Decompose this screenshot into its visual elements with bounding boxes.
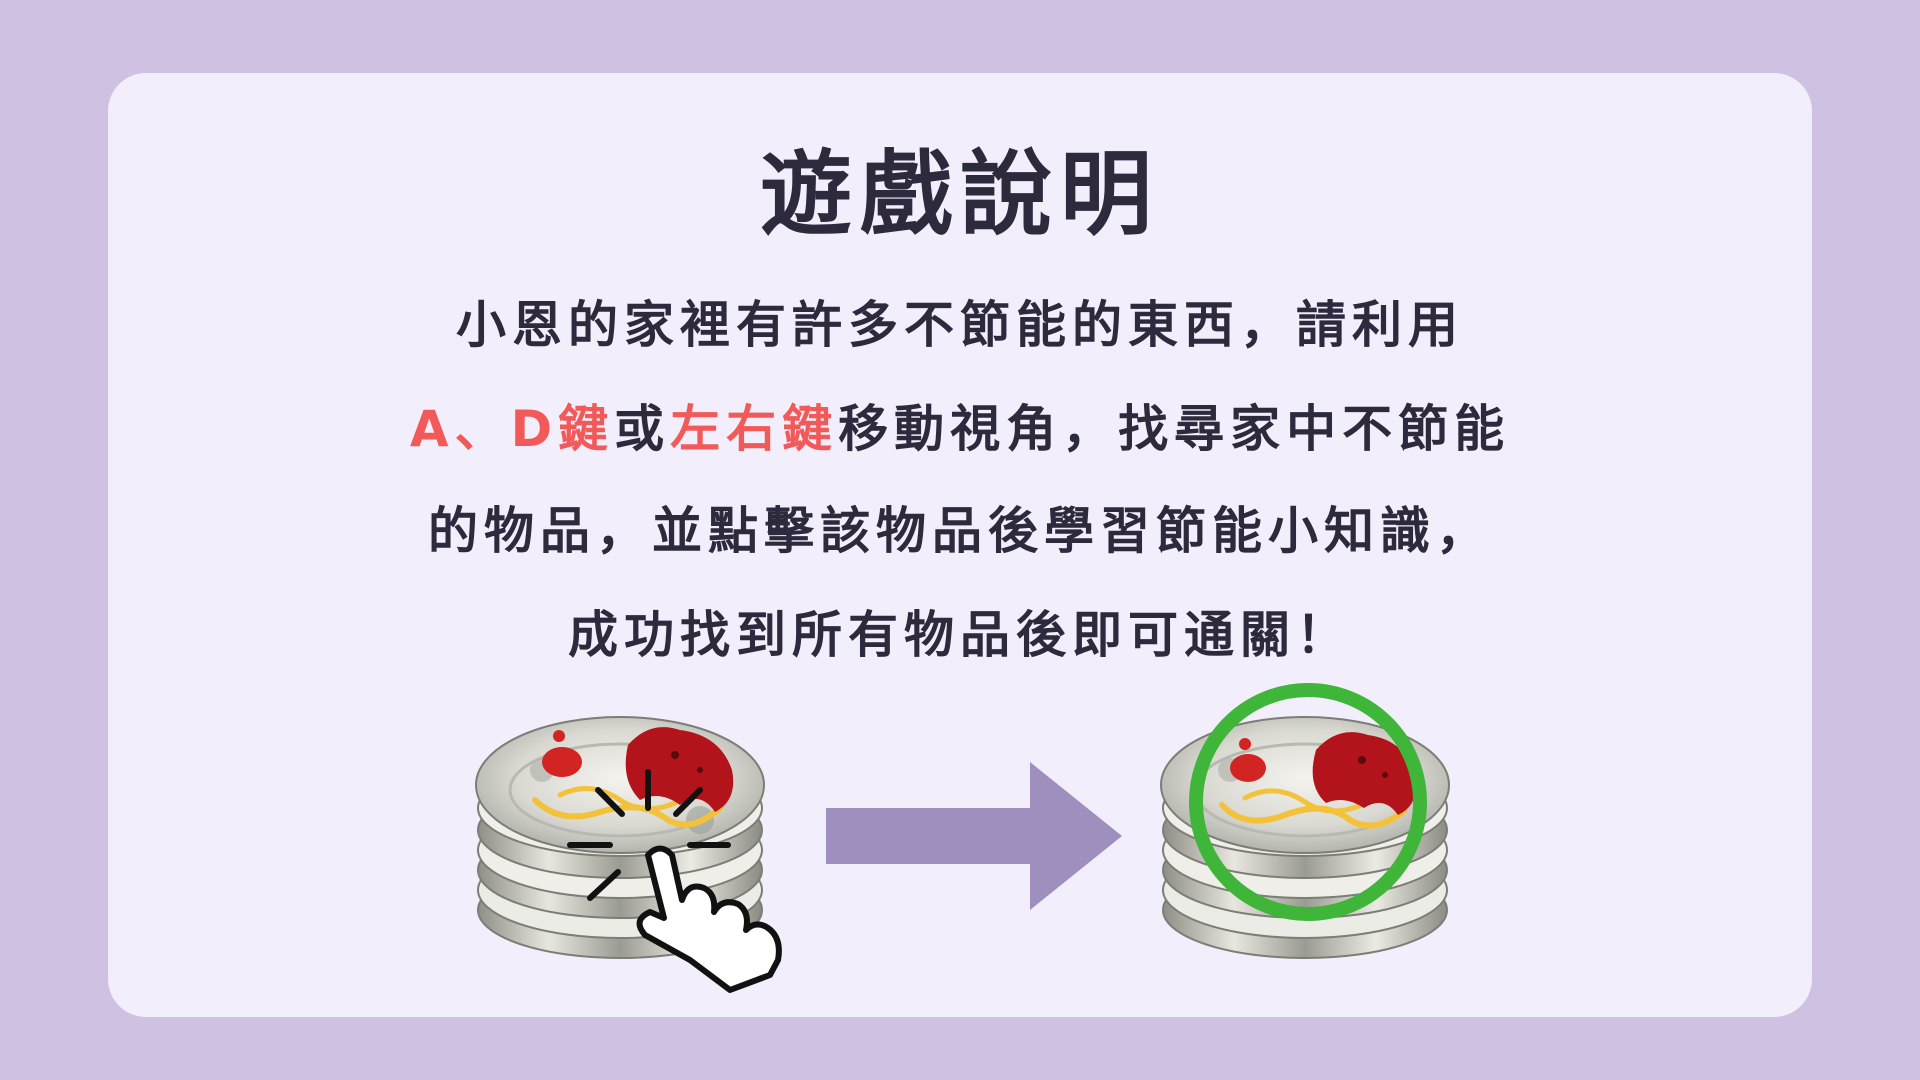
instruction-line-2: A、D鍵或左右鍵移動視角，找尋家中不節能 — [0, 394, 1920, 464]
instruction-line-3: 的物品，並點擊該物品後學習節能小知識， — [428, 502, 1492, 560]
instruction-line-2-rest: 移動視角，找尋家中不節能 — [838, 400, 1511, 458]
right-arrow-icon — [826, 762, 1122, 910]
pointing-hand-click-icon — [567, 769, 782, 993]
instruction-or: 或 — [614, 400, 671, 458]
key-hint-arrows: 左右鍵 — [670, 400, 839, 458]
plate-stack-icon — [475, 716, 765, 959]
green-circle-icon — [1189, 683, 1427, 921]
instruction-line-4: 成功找到所有物品後即可通關！ — [568, 606, 1352, 664]
key-hint-ad: A、D鍵 — [409, 400, 615, 458]
instruction-line-1: 小恩的家裡有許多不節能的東西，請利用 — [456, 296, 1464, 354]
page-title: 遊戲說明 — [759, 141, 1160, 248]
